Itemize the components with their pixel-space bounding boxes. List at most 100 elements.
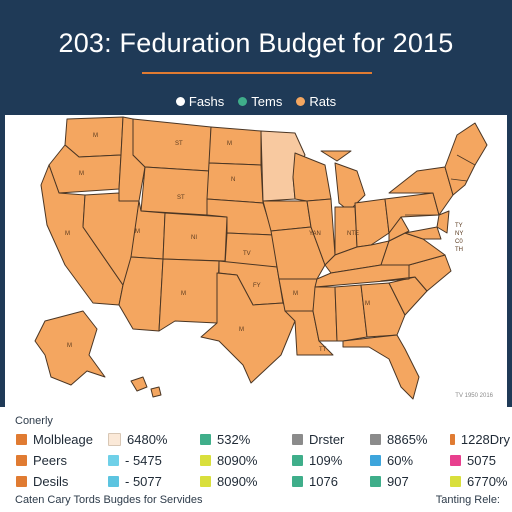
- state-label: M: [65, 231, 70, 237]
- legend-swatch-icon: [108, 455, 119, 466]
- legend-grid: Molbleage 6480% 532% Drster 8865% 1228Dry Peer…: [16, 429, 512, 492]
- state-region-montana: [132, 118, 212, 172]
- states-group: [34, 116, 488, 400]
- top-legend: Fashs Tems Rats: [0, 94, 512, 109]
- state-label: M: [293, 291, 298, 297]
- state-label: M: [365, 301, 370, 307]
- legend-dot-icon: [175, 97, 185, 106]
- legend-item-label: 907: [387, 474, 409, 489]
- legend-item-label: 60%: [387, 453, 414, 468]
- footer-note: Caten Cary Tords Bugdes for Servides: [15, 494, 203, 506]
- state-region-ohio: [354, 198, 390, 248]
- state-region-kansas: [224, 232, 278, 268]
- legend-swatch-icon: [370, 455, 381, 466]
- state-label: NTE: [347, 231, 359, 237]
- state-label: M: [93, 133, 98, 139]
- legend-item: 8090%: [200, 474, 292, 489]
- state-region-north-carolina: [380, 254, 452, 292]
- legend-item-label: - 5077: [125, 474, 162, 489]
- legend-item: 532%: [200, 432, 292, 447]
- legend-item-label: 109%: [309, 453, 343, 468]
- legend-item-label: 8865%: [387, 432, 428, 447]
- legend-item: Drster: [292, 432, 370, 447]
- state-region-south-dakota: [206, 162, 264, 204]
- legend-swatch-icon: [108, 476, 119, 487]
- legend-item: - 5475: [108, 453, 200, 468]
- legend-item-label: 8090%: [217, 453, 258, 468]
- state-region-georgia: [360, 282, 406, 338]
- legend-dot-icon: [296, 97, 306, 106]
- state-region-new-mexico: [158, 258, 220, 332]
- legend-heading: Conerly: [15, 415, 53, 427]
- legend-item-label: Desils: [33, 474, 69, 489]
- state-label: N: [231, 177, 235, 183]
- legend-item-label: 6480%: [127, 432, 168, 447]
- state-label: ST: [177, 195, 185, 201]
- legend-row: Desils - 5077 8090% 1076 907 6770%: [16, 471, 512, 492]
- top-legend-label: Tems: [251, 94, 283, 109]
- legend-swatch-icon: [108, 433, 121, 446]
- state-labels-group: M M M ST M ST N M NI TV M FY M M YAN NTE…: [65, 133, 370, 353]
- legend-item-label: 1076: [309, 474, 338, 489]
- legend-item: 6770%: [450, 474, 510, 489]
- legend-swatch-icon: [370, 476, 381, 487]
- top-legend-item: Fashs: [175, 94, 225, 109]
- legend-swatch-icon: [200, 476, 211, 487]
- legend-swatch-icon: [16, 455, 27, 466]
- state-label: NI: [191, 235, 197, 241]
- top-legend-label: Rats: [309, 94, 337, 109]
- legend-item-label: 6770%: [467, 474, 508, 489]
- legend-dot-icon: [238, 97, 248, 106]
- top-legend-item: Rats: [296, 94, 336, 109]
- state-label: TT: [319, 347, 327, 353]
- state-label: M: [181, 291, 186, 297]
- title-underline: [142, 72, 372, 74]
- state-region-arkansas: [278, 278, 318, 312]
- legend-item: - 5077: [108, 474, 200, 489]
- legend-item: 109%: [292, 453, 370, 468]
- state-border-lines: [405, 154, 476, 216]
- state-label: M: [239, 327, 244, 333]
- state-label: FY: [253, 283, 261, 289]
- state-region-florida: [342, 334, 420, 400]
- state-label: M: [227, 141, 232, 147]
- legend-item: 60%: [370, 453, 450, 468]
- top-legend-item: Tems: [238, 94, 282, 109]
- state-region-hawaii: [130, 376, 162, 398]
- state-region-pennsylvania: [384, 192, 440, 234]
- legend-swatch-icon: [292, 455, 303, 466]
- state-label: ST: [175, 141, 183, 147]
- state-region-alaska: [34, 310, 106, 386]
- state-region-wisconsin: [292, 152, 332, 202]
- legend-swatch-icon: [450, 434, 455, 445]
- state-label: M: [79, 171, 84, 177]
- state-region-wyoming: [140, 166, 210, 216]
- state-label: M: [135, 229, 140, 235]
- legend-item: 907: [370, 474, 450, 489]
- legend-item: Molbleage: [16, 432, 108, 447]
- state-label: YAN: [309, 231, 321, 237]
- page-title: 203: Feduration Budget for 2015: [58, 28, 454, 58]
- legend-item-label: Molbleage: [33, 432, 93, 447]
- legend-swatch-icon: [450, 455, 461, 466]
- footer-rating: Tanting Rele:: [435, 494, 500, 506]
- legend-item-label: 8090%: [217, 474, 258, 489]
- us-map: M M M ST M ST N M NI TV M FY M M YAN NTE…: [34, 116, 488, 400]
- legend-item: 5075: [450, 453, 510, 468]
- legend-swatch-icon: [16, 434, 27, 445]
- state-region-north-dakota: [208, 126, 262, 166]
- legend-item-label: Peers: [33, 453, 67, 468]
- state-label: M: [67, 343, 72, 349]
- east-coast-labels: TY NY C0 TH: [455, 223, 463, 253]
- top-legend-label: Fashs: [188, 94, 225, 109]
- map-credit: TV 1950 2016: [455, 393, 493, 399]
- map-panel: M M M ST M ST N M NI TV M FY M M YAN NTE…: [5, 115, 507, 407]
- state-label: TV: [243, 251, 251, 257]
- overlay-label: NY: [455, 231, 463, 237]
- state-region-mississippi: [312, 286, 338, 342]
- legend-item-label: Drster: [309, 432, 345, 447]
- state-region-new-jersey: [436, 210, 450, 234]
- legend-item: 8090%: [200, 453, 292, 468]
- legend-item: 1076: [292, 474, 370, 489]
- legend-item-label: 5075: [467, 453, 496, 468]
